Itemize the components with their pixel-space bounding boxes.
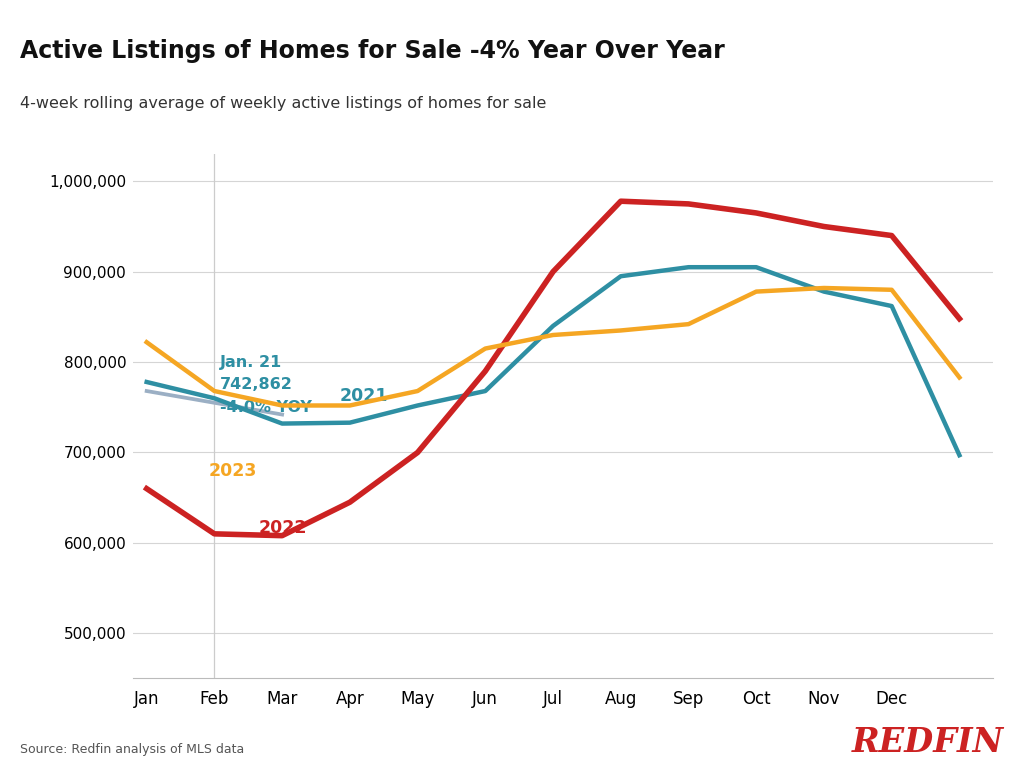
Text: Active Listings of Homes for Sale -4% Year Over Year: Active Listings of Homes for Sale -4% Ye…: [20, 39, 725, 62]
Text: 4-week rolling average of weekly active listings of homes for sale: 4-week rolling average of weekly active …: [20, 96, 547, 111]
Text: 2022: 2022: [258, 519, 307, 537]
Text: 742,862: 742,862: [220, 377, 293, 392]
Text: 2023: 2023: [209, 462, 257, 480]
Text: REDFIN: REDFIN: [851, 726, 1004, 759]
Text: Source: Redfin analysis of MLS data: Source: Redfin analysis of MLS data: [20, 742, 245, 756]
Text: Jan. 21: Jan. 21: [220, 355, 282, 369]
Text: -4.0% YOY: -4.0% YOY: [220, 400, 311, 415]
Text: 2021: 2021: [340, 386, 388, 405]
